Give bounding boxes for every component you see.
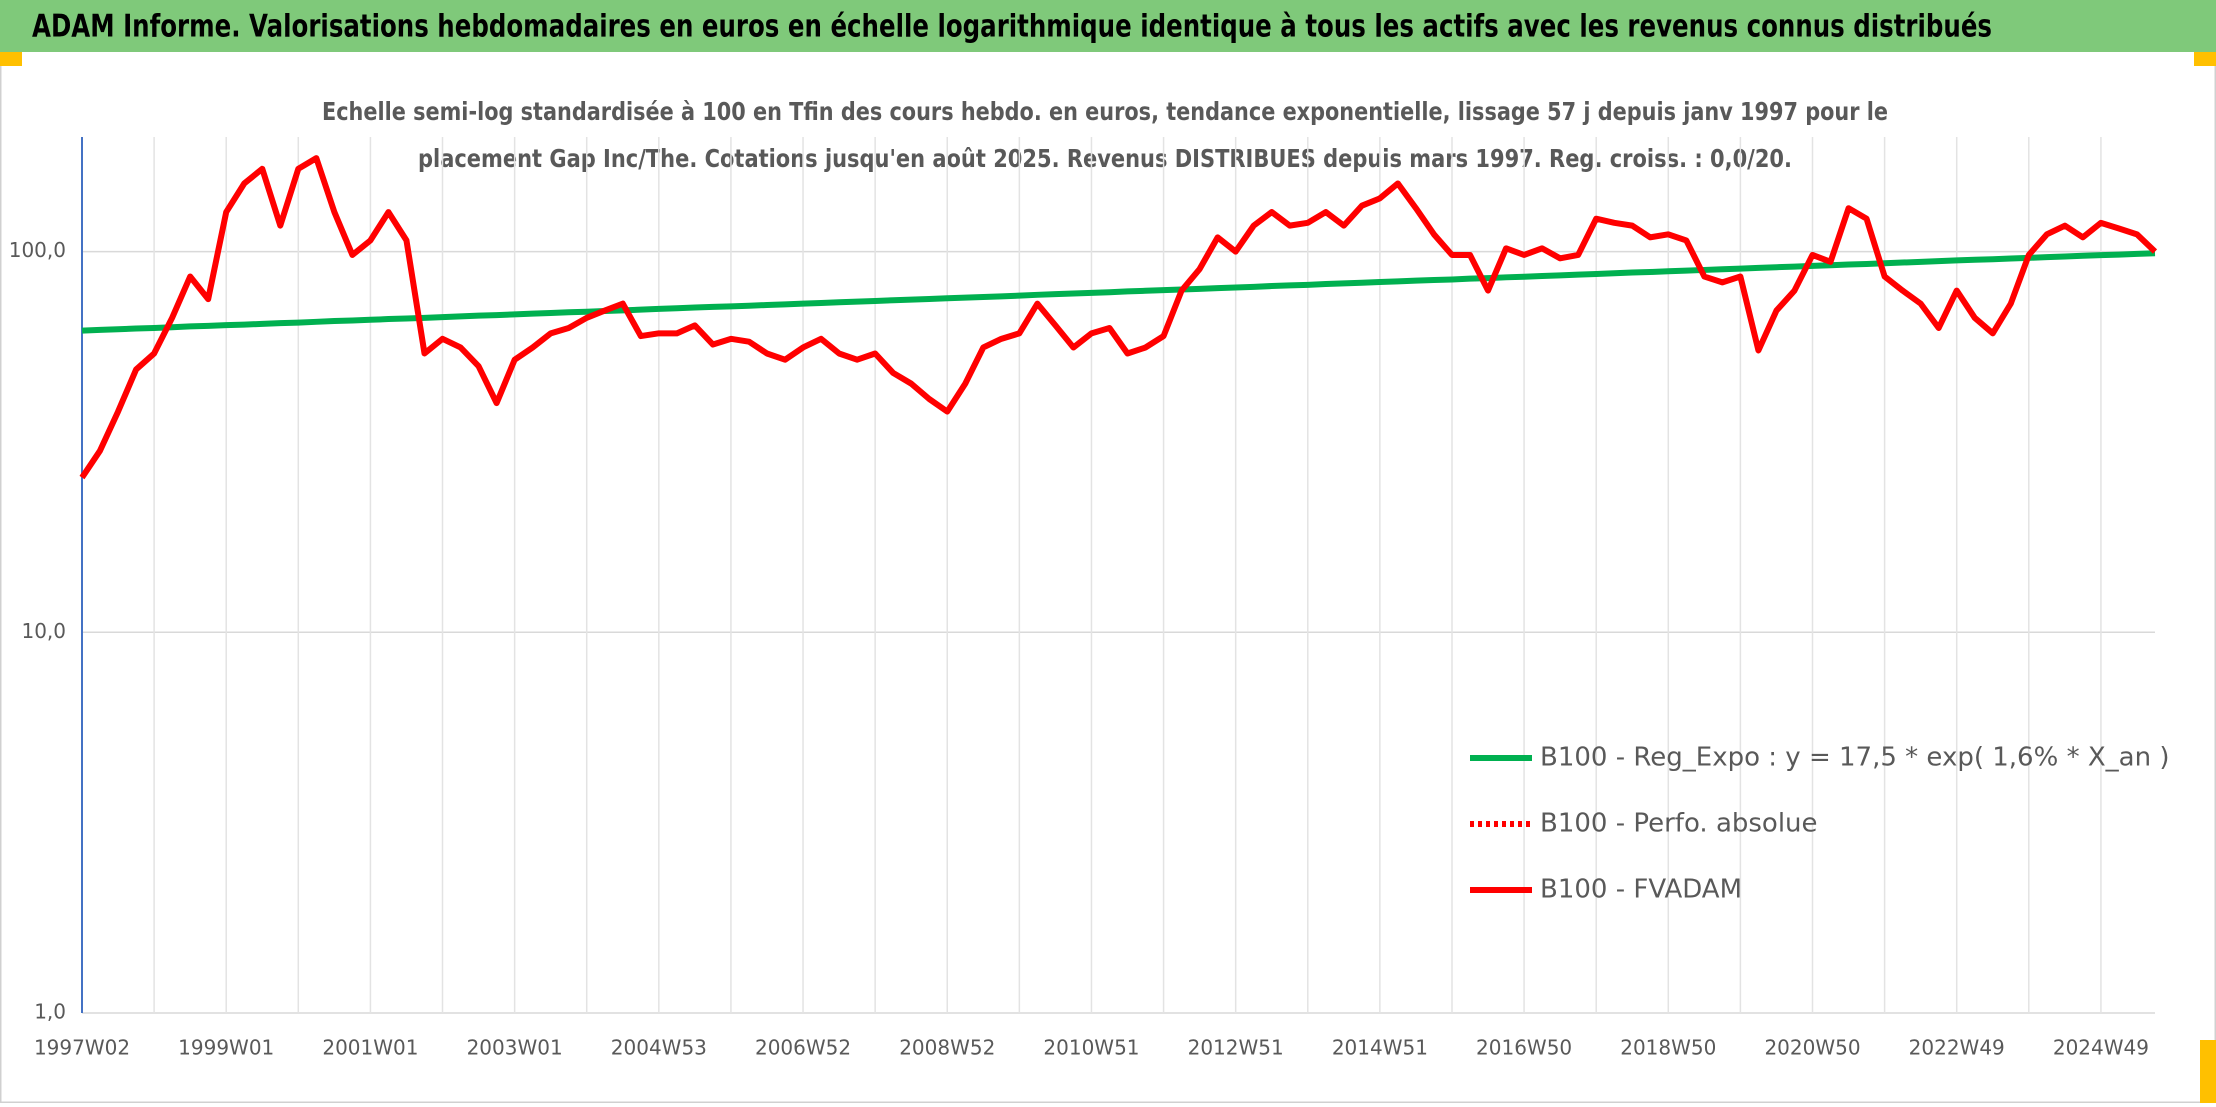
- x-tick-label: 2003W01: [467, 1036, 563, 1060]
- x-tick-label: 2024W49: [2053, 1036, 2149, 1060]
- series-line: [79, 155, 2158, 480]
- x-tick-label: 2004W53: [611, 1036, 707, 1060]
- chart-title: Echelle semi-log standardisée à 100 en T…: [322, 97, 1888, 126]
- x-tick-label: 2001W01: [322, 1036, 418, 1060]
- legend: B100 - Reg_Expo : y = 17,5 * exp( 1,6% *…: [1470, 743, 2169, 905]
- grid: 1,0 10,0 100,0 1997W02 1999W01 2001W01 2003W01…: [9, 137, 2155, 1060]
- x-tick-label: 2018W50: [1620, 1036, 1716, 1060]
- legend-label: B100 - FVADAM: [1540, 875, 1742, 905]
- header-title: ADAM Informe. Valorisations hebdomadaire…: [32, 9, 1992, 45]
- legend-label: B100 - Reg_Expo : y = 17,5 * exp( 1,6% *…: [1540, 743, 2169, 773]
- x-tick-label: 1999W01: [178, 1036, 274, 1060]
- corner-mark: [0, 52, 22, 66]
- x-tick-label: 2020W50: [1764, 1036, 1860, 1060]
- plot-area: [79, 155, 2158, 480]
- x-tick-label: 2016W50: [1476, 1036, 1572, 1060]
- corner-mark: [2194, 52, 2216, 66]
- x-tick-label: 2014W51: [1332, 1036, 1428, 1060]
- header-bar: [0, 0, 2216, 52]
- y-tick-label: 100,0: [9, 238, 66, 262]
- legend-label: B100 - Perfo. absolue: [1540, 809, 1818, 839]
- x-tick-label: 2010W51: [1043, 1036, 1139, 1060]
- chart-title: placement Gap Inc/The. Cotations jusqu'e…: [418, 144, 1792, 173]
- y-tick-label: 1,0: [34, 1000, 66, 1024]
- x-tick-label: 2006W52: [755, 1036, 851, 1060]
- x-tick-label: 2022W49: [1909, 1036, 2005, 1060]
- x-tick-label: 2012W51: [1188, 1036, 1284, 1060]
- corner-mark: [2200, 1040, 2216, 1103]
- x-tick-label: 2008W52: [899, 1036, 995, 1060]
- x-tick-label: 1997W02: [34, 1036, 130, 1060]
- y-tick-label: 10,0: [21, 619, 66, 643]
